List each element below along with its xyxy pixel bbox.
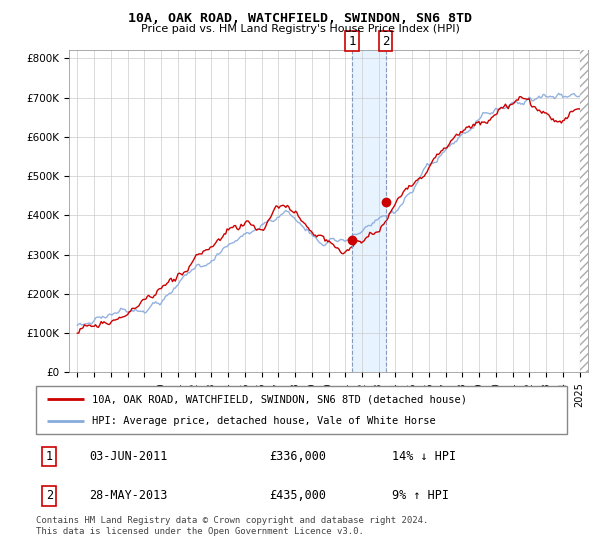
- Text: 10A, OAK ROAD, WATCHFIELD, SWINDON, SN6 8TD: 10A, OAK ROAD, WATCHFIELD, SWINDON, SN6 …: [128, 12, 472, 25]
- Text: 2: 2: [46, 489, 53, 502]
- Text: 2: 2: [382, 35, 389, 48]
- Bar: [352, 50, 386, 372]
- Text: 10A, OAK ROAD, WATCHFIELD, SWINDON, SN6 8TD (detached house): 10A, OAK ROAD, WATCHFIELD, SWINDON, SN6 …: [92, 394, 467, 404]
- Bar: [580, 50, 596, 372]
- Text: 1: 1: [349, 35, 356, 48]
- Text: £435,000: £435,000: [269, 489, 326, 502]
- FancyBboxPatch shape: [36, 386, 567, 434]
- Text: 28-MAY-2013: 28-MAY-2013: [89, 489, 167, 502]
- Text: 03-JUN-2011: 03-JUN-2011: [89, 450, 167, 463]
- Text: Price paid vs. HM Land Registry's House Price Index (HPI): Price paid vs. HM Land Registry's House …: [140, 24, 460, 34]
- Text: 9% ↑ HPI: 9% ↑ HPI: [392, 489, 449, 502]
- Text: HPI: Average price, detached house, Vale of White Horse: HPI: Average price, detached house, Vale…: [92, 416, 436, 426]
- Text: £336,000: £336,000: [269, 450, 326, 463]
- Text: Contains HM Land Registry data © Crown copyright and database right 2024.
This d: Contains HM Land Registry data © Crown c…: [36, 516, 428, 536]
- Text: 1: 1: [46, 450, 53, 463]
- Text: 14% ↓ HPI: 14% ↓ HPI: [392, 450, 456, 463]
